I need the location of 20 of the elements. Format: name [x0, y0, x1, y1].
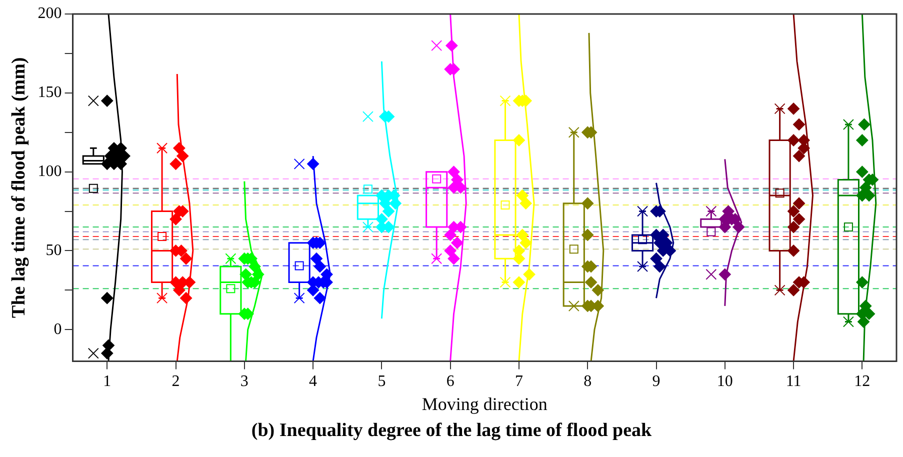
x-tick-label: 3 [240, 373, 248, 390]
y-tick-label: 150 [38, 84, 62, 102]
x-tick-label: 9 [652, 373, 660, 390]
x-tick-label: 12 [854, 373, 870, 390]
text: (b) Inequality degree of the lag time of flood peak [250, 420, 653, 442]
x-tick-label: 2 [172, 373, 180, 390]
y-tick-label: 50 [46, 242, 62, 259]
x-tick-label: 7 [514, 373, 523, 390]
x-tick-label: 11 [786, 373, 802, 390]
x-tick-label: 6 [446, 373, 454, 390]
y-axis-title: The lag time of flood peak (mm) [8, 57, 30, 318]
x-axis-title: Moving direction [422, 394, 548, 414]
y-tick-label: 100 [38, 163, 62, 180]
x-tick-label: 1 [103, 373, 112, 390]
x-tick-label: 5 [378, 373, 386, 390]
x-tick-label: 10 [716, 373, 733, 390]
x-tick-label: 4 [309, 373, 318, 390]
y-tick-label: 0 [54, 320, 62, 338]
y-tick-label: 200 [38, 5, 62, 22]
x-tick-label: 8 [584, 373, 592, 390]
